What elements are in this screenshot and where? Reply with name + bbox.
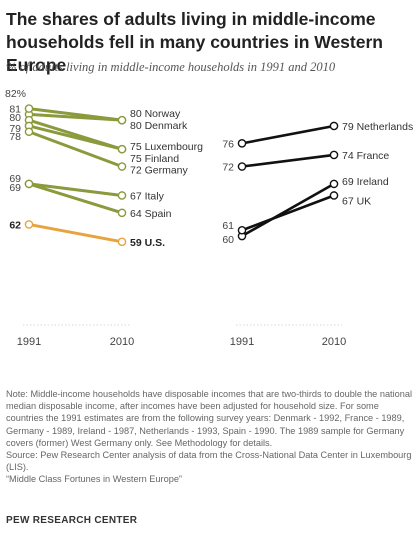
point-start-netherlands — [237, 139, 247, 148]
source-text: Source: Pew Research Center analysis of … — [6, 450, 412, 473]
point-start-u-s — [24, 220, 34, 229]
top-value-label: 82% — [5, 88, 26, 100]
end-label-netherlands: 79 Netherlands — [342, 121, 413, 133]
note-text: Note: Middle-income households have disp… — [6, 389, 413, 448]
start-label-ireland: 60 — [222, 234, 234, 246]
x-tick-label-right-1: 2010 — [322, 336, 346, 348]
end-label-france: 74 France — [342, 150, 389, 162]
point-end-spain — [117, 208, 127, 218]
end-label-uk: 67 UK — [342, 195, 371, 207]
start-label-netherlands: 76 — [222, 138, 234, 150]
start-label-uk: 61 — [222, 220, 234, 232]
point-end-germany — [117, 162, 127, 171]
end-label-denmark: 80 Denmark — [130, 120, 188, 132]
end-label-ireland: 69 Ireland — [342, 176, 389, 188]
point-start-spain — [24, 179, 34, 189]
start-label-norway: 81 — [9, 103, 21, 115]
point-end-denmark — [117, 115, 127, 125]
end-label-spain: 64 Spain — [130, 208, 172, 220]
point-end-u-s — [117, 237, 127, 247]
series-line-u-s — [27, 222, 124, 244]
point-end-ireland — [329, 179, 339, 189]
start-label-spain: 69 — [9, 182, 21, 194]
series-line-italy — [27, 182, 124, 197]
start-label-u-s: 62 — [9, 219, 21, 231]
x-tick-label-left-1: 2010 — [110, 336, 134, 348]
point-start-france — [237, 162, 247, 171]
point-start-denmark — [24, 104, 34, 113]
series-line-germany — [27, 130, 124, 169]
x-tick-label-left-0: 1991 — [17, 336, 41, 348]
notes: Note: Middle-income households have disp… — [6, 388, 414, 486]
series-line-spain — [27, 182, 124, 215]
series-line-uk — [240, 194, 336, 232]
start-label-france: 72 — [222, 162, 234, 174]
start-label-luxembourg: 80 — [9, 112, 21, 124]
series-line-france — [240, 153, 336, 168]
series-line-ireland — [240, 182, 336, 238]
end-label-luxembourg: 75 Luxembourg — [130, 141, 203, 153]
credit-logo-text: PEW RESEARCH CENTER — [6, 515, 138, 526]
end-label-finland: 75 Finland — [130, 153, 179, 165]
end-label-norway: 80 Norway — [130, 108, 181, 120]
point-end-uk — [329, 191, 339, 200]
start-label-germany: 78 — [9, 131, 21, 143]
series-line-netherlands — [240, 124, 336, 145]
end-label-germany: 72 Germany — [130, 165, 189, 177]
start-label-finland: 79 — [9, 123, 21, 135]
point-end-finland — [117, 144, 127, 154]
x-tick-label-right-0: 1991 — [230, 336, 254, 348]
point-start-uk — [237, 225, 247, 235]
right-panel: 1991 2010 76 79 Netherlands 72 74 France 60 69 … — [222, 121, 413, 348]
report-title: “Middle Class Fortunes in Western Europe… — [6, 474, 182, 485]
end-label-u-s: 59 U.S. — [130, 237, 165, 249]
point-end-netherlands — [329, 121, 339, 131]
series-line-finland — [27, 124, 124, 151]
end-label-italy: 67 Italy — [130, 190, 165, 202]
point-end-france — [329, 150, 339, 160]
start-label-italy: 69 — [9, 173, 21, 185]
series-line-denmark — [27, 107, 124, 122]
point-end-italy — [117, 191, 127, 200]
chart-subtitle: % of adults living in middle-income hous… — [6, 60, 336, 74]
chart-title: The shares of adults living in middle-in… — [6, 9, 383, 75]
point-start-germany — [24, 127, 34, 137]
